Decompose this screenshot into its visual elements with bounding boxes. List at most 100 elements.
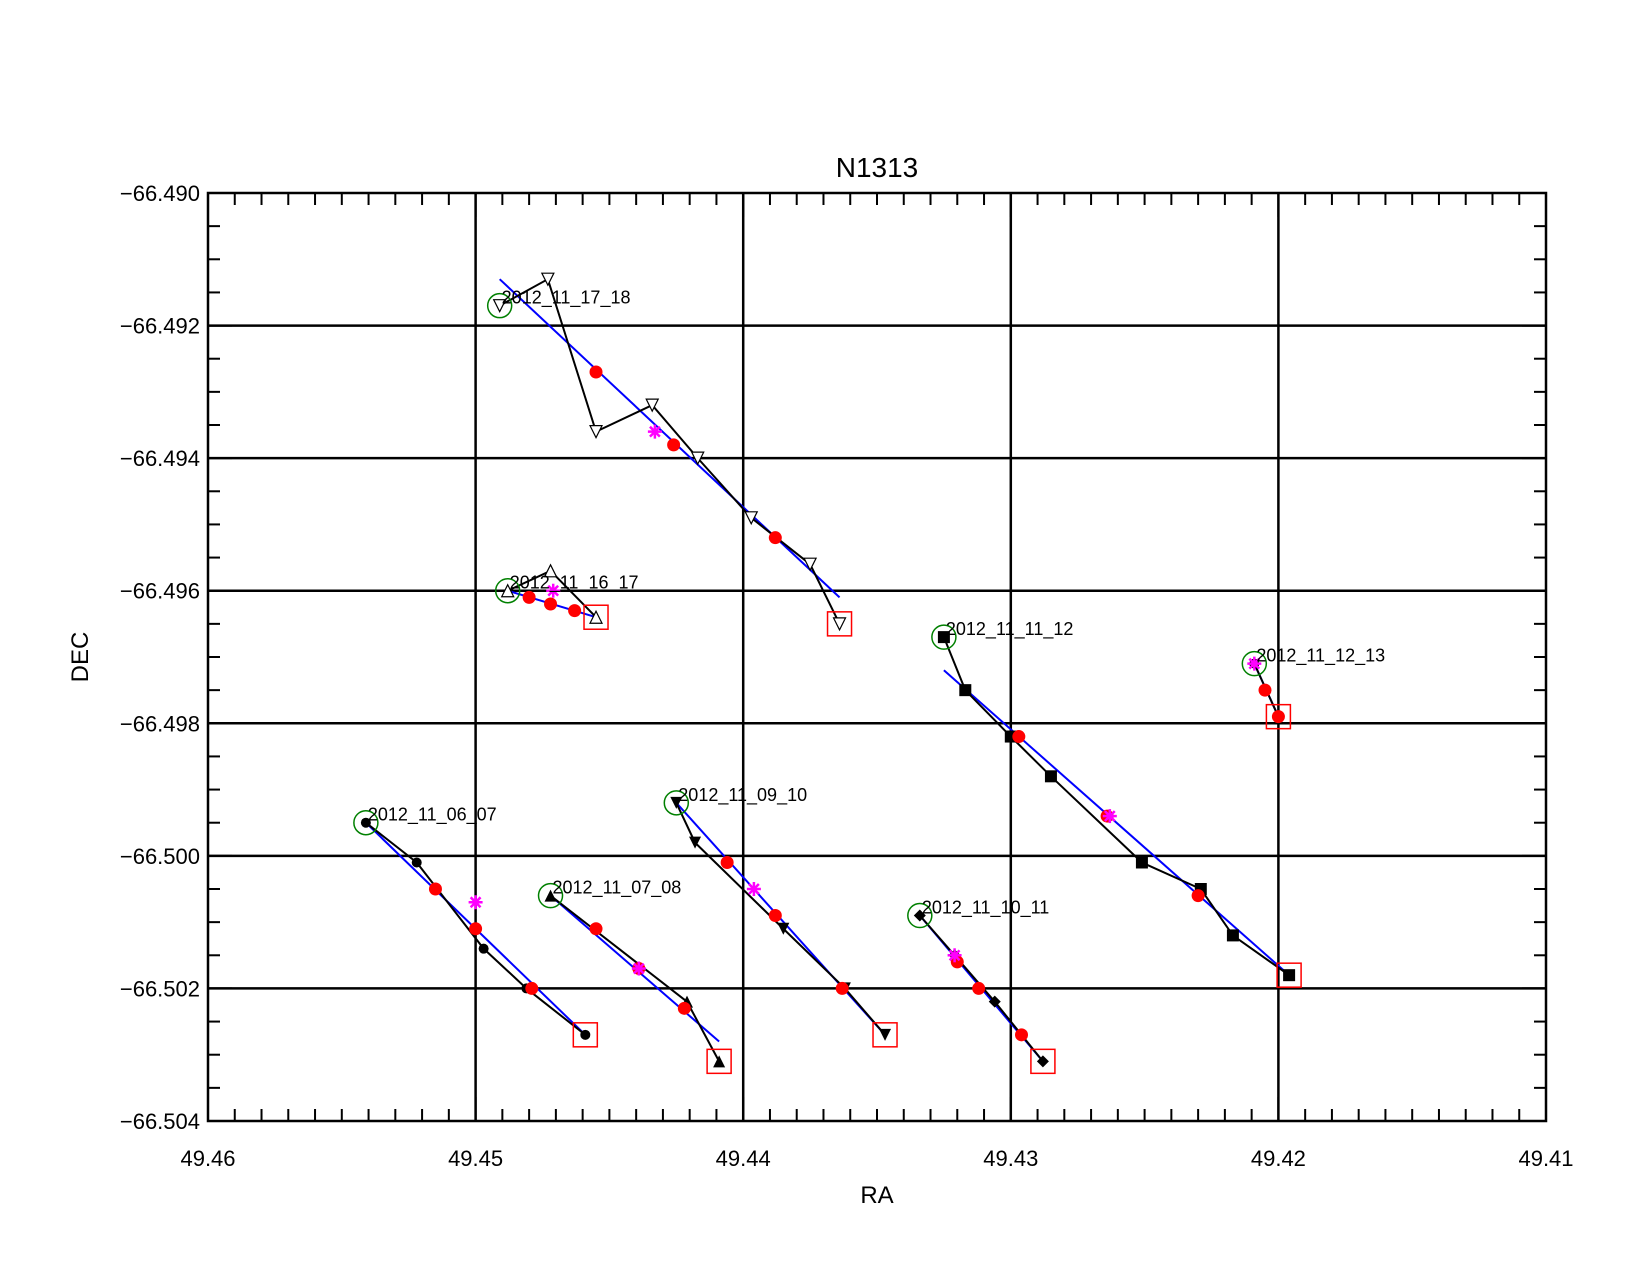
track-point-diamond: [913, 909, 926, 922]
red-point: [568, 604, 582, 618]
magenta-asterisk-stroke: [948, 949, 961, 962]
x-tick-label: 49.44: [716, 1146, 771, 1171]
highlight-points: [428, 365, 1285, 1042]
y-tick-label: −66.502: [120, 976, 200, 1001]
magenta-asterisk-stroke: [748, 883, 760, 895]
red-point: [1271, 710, 1285, 724]
red-point: [768, 909, 782, 923]
magenta-asterisk: [631, 961, 646, 976]
x-tick-label: 49.45: [448, 1146, 503, 1171]
x-tick-label: 49.43: [983, 1146, 1038, 1171]
start-circle: [537, 882, 564, 909]
red-point: [972, 981, 986, 995]
end-square: [572, 1022, 599, 1048]
track-point-circle: [411, 857, 422, 868]
magenta-asterisk-stroke: [547, 584, 560, 597]
fit-lines: [365, 278, 1290, 1062]
red-point: [544, 597, 558, 611]
x-tick-label: 49.42: [1251, 1146, 1306, 1171]
fit-line: [943, 669, 1290, 976]
y-tick-label: −66.498: [120, 711, 200, 736]
red-point: [835, 981, 849, 995]
start-circle: [353, 809, 379, 836]
track-point-open-triangle-up: [543, 563, 558, 578]
y-axis-title: DEC: [67, 632, 94, 683]
end-square: [1276, 962, 1302, 988]
magenta-asterisk-stroke: [649, 425, 661, 438]
track-label: 2012_11_11_12: [946, 619, 1073, 640]
red-point: [1191, 889, 1205, 903]
magenta-asterisk-stroke: [469, 896, 482, 909]
magenta-asterisk: [546, 583, 561, 598]
magenta-asterisk-stroke: [1103, 810, 1116, 822]
track-point-square: [1283, 969, 1296, 982]
track-line: [499, 277, 841, 625]
axes: 49.46 49.45 49.44 49.43 49.42 49.41 −66.490 −66…: [120, 181, 1574, 1171]
track-point-circle: [360, 817, 371, 828]
track-label: 2012_11_07_08: [553, 878, 682, 899]
fit-line: [499, 278, 841, 599]
magenta-asterisk-stroke: [633, 962, 645, 975]
x-tick-label: 49.46: [180, 1146, 235, 1171]
red-point: [1258, 683, 1272, 697]
track-point-triangle-down: [777, 922, 790, 935]
red-point: [428, 882, 442, 896]
track-point-open-triangle-down: [690, 451, 705, 466]
track-label: 2012_11_16_17: [510, 573, 639, 594]
track-point-diamond: [988, 995, 1001, 1008]
y-tick-label: −66.504: [120, 1109, 200, 1134]
y-tick-label: −66.494: [120, 446, 200, 471]
track-point-triangle-down: [879, 1028, 892, 1041]
start-circle: [494, 577, 521, 604]
x-axis-title: RA: [860, 1182, 893, 1209]
track-line: [942, 636, 1290, 976]
magenta-asterisk: [1247, 656, 1262, 671]
track-label: 2012_11_12_13: [1256, 646, 1385, 667]
track-label: 2012_11_06_07: [368, 805, 497, 826]
end-square: [1030, 1048, 1056, 1075]
track-point-circle: [478, 943, 489, 954]
track-point-open-triangle-down: [589, 425, 603, 439]
red-point: [525, 981, 539, 995]
track-point-diamond: [1036, 1055, 1049, 1068]
track-point-open-triangle-down: [803, 557, 818, 572]
red-point: [677, 1001, 691, 1015]
track-point-open-triangle-up: [589, 609, 603, 624]
track-labels: 2012_11_06_07 2012_11_07_08 2012_11_09_10 2…: [368, 288, 1385, 919]
y-tick-label: −66.496: [120, 579, 200, 604]
y-tick-label: −66.490: [120, 181, 200, 206]
red-point: [720, 855, 734, 869]
x-tick-label: 49.41: [1518, 1146, 1573, 1171]
start-circle: [1241, 650, 1268, 677]
grid-lines: [208, 193, 1546, 1121]
track-point-square: [937, 631, 950, 644]
red-point: [768, 531, 782, 545]
track-label: 2012_11_17_18: [502, 288, 631, 309]
y-tick-label: −66.500: [120, 844, 200, 869]
end-square: [872, 1022, 898, 1048]
red-point: [522, 590, 536, 604]
track-label: 2012_11_09_10: [678, 785, 807, 806]
start-circle: [931, 624, 957, 650]
track-point-triangle-up: [544, 889, 557, 902]
red-point: [589, 922, 603, 936]
y-tick-label: −66.492: [120, 314, 200, 339]
red-point: [589, 365, 603, 379]
magenta-asterisk: [746, 882, 761, 896]
end-square: [706, 1048, 732, 1075]
end-square: [1265, 703, 1292, 730]
track-point-triangle-down: [689, 836, 702, 849]
track-point-open-triangle-down: [492, 299, 507, 314]
red-point: [1012, 730, 1026, 744]
track-point-square: [1044, 770, 1057, 783]
track-markers: [353, 272, 1302, 1075]
end-square: [826, 611, 853, 637]
track-point-square: [959, 684, 972, 697]
track-point-open-triangle-down: [744, 511, 759, 526]
track-point-square: [1226, 929, 1239, 942]
red-point: [469, 922, 483, 936]
track-label: 2012_11_10_11: [922, 898, 1049, 919]
track-point-circle: [580, 1029, 591, 1040]
track-point-open-triangle-down: [540, 272, 555, 287]
